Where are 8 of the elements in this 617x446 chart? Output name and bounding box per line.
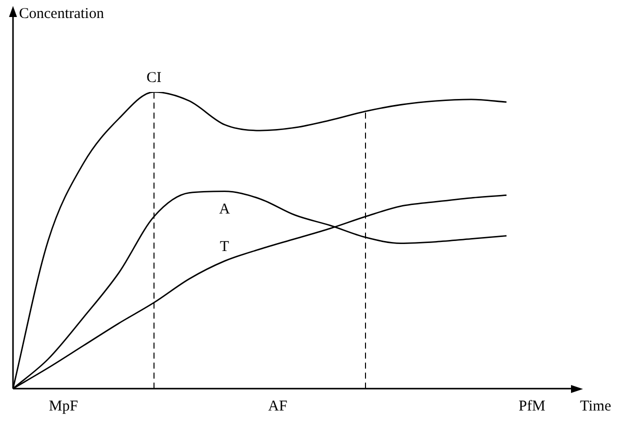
- text: AF: [268, 398, 288, 415]
- text: PfM: [518, 398, 546, 415]
- series-label: T: [220, 239, 230, 256]
- series-label: A: [219, 201, 230, 218]
- x-axis-title: Time: [580, 398, 612, 415]
- text: MpF: [48, 398, 78, 415]
- series-label: CI: [146, 70, 162, 86]
- y-axis-title: Concentration: [19, 6, 104, 22]
